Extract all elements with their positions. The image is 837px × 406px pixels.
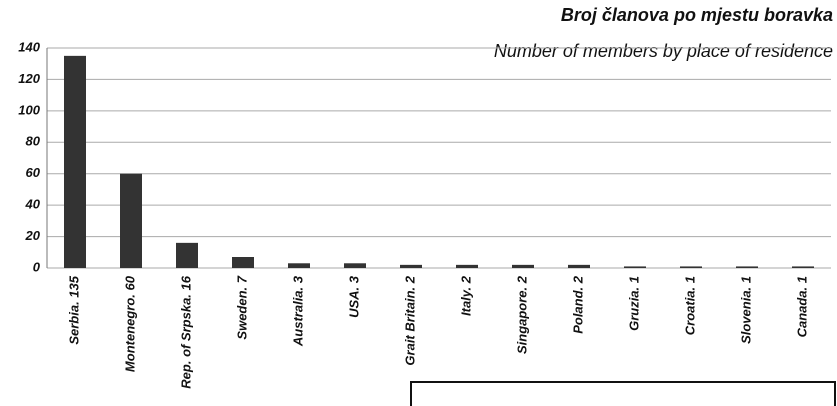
x-tick-label: USA. 3 — [346, 275, 361, 318]
x-tick-label: Italy. 2 — [458, 275, 473, 316]
y-tick-label: 40 — [25, 197, 41, 212]
x-tick-label: Grait Britain. 2 — [402, 275, 417, 365]
x-tick-label: Rep. of Srpska. 16 — [178, 275, 193, 388]
bar — [120, 173, 142, 268]
y-tick-label: 100 — [18, 102, 40, 117]
x-tick-label: Australia. 3 — [290, 275, 305, 347]
bar — [232, 257, 254, 268]
bar — [624, 266, 646, 268]
y-tick-label: 0 — [33, 259, 41, 274]
chart-subtitle: Number of members by place of residence — [494, 41, 833, 61]
bar — [792, 266, 814, 268]
bar — [512, 264, 534, 268]
x-tick-label: Sweden. 7 — [234, 275, 249, 339]
y-tick-label: 120 — [18, 71, 40, 86]
inset-box — [410, 381, 836, 406]
bar — [400, 264, 422, 268]
x-tick-label: Slovenia. 1 — [738, 276, 753, 344]
x-tick-label: Poland. 2 — [570, 275, 585, 334]
y-tick-label: 140 — [18, 39, 40, 54]
bar — [456, 264, 478, 268]
bar — [176, 242, 198, 268]
x-tick-label: Singapore. 2 — [514, 275, 529, 354]
x-tick-label: Montenegro. 60 — [122, 275, 137, 372]
bar — [344, 263, 366, 268]
y-tick-label: 60 — [26, 165, 41, 180]
x-tick-label: Croatia. 1 — [682, 276, 697, 335]
bar — [288, 263, 310, 268]
x-tick-label: Canada. 1 — [794, 276, 809, 337]
bar — [736, 266, 758, 268]
y-tick-label: 80 — [26, 134, 41, 149]
x-tick-label: Gruzia. 1 — [626, 276, 641, 331]
x-tick-label: Serbia. 135 — [66, 275, 81, 344]
y-tick-label: 20 — [25, 228, 41, 243]
chart-title: Broj članova po mjestu boravka — [561, 5, 833, 25]
bar — [64, 55, 86, 268]
bar — [568, 264, 590, 268]
bar — [680, 266, 702, 268]
